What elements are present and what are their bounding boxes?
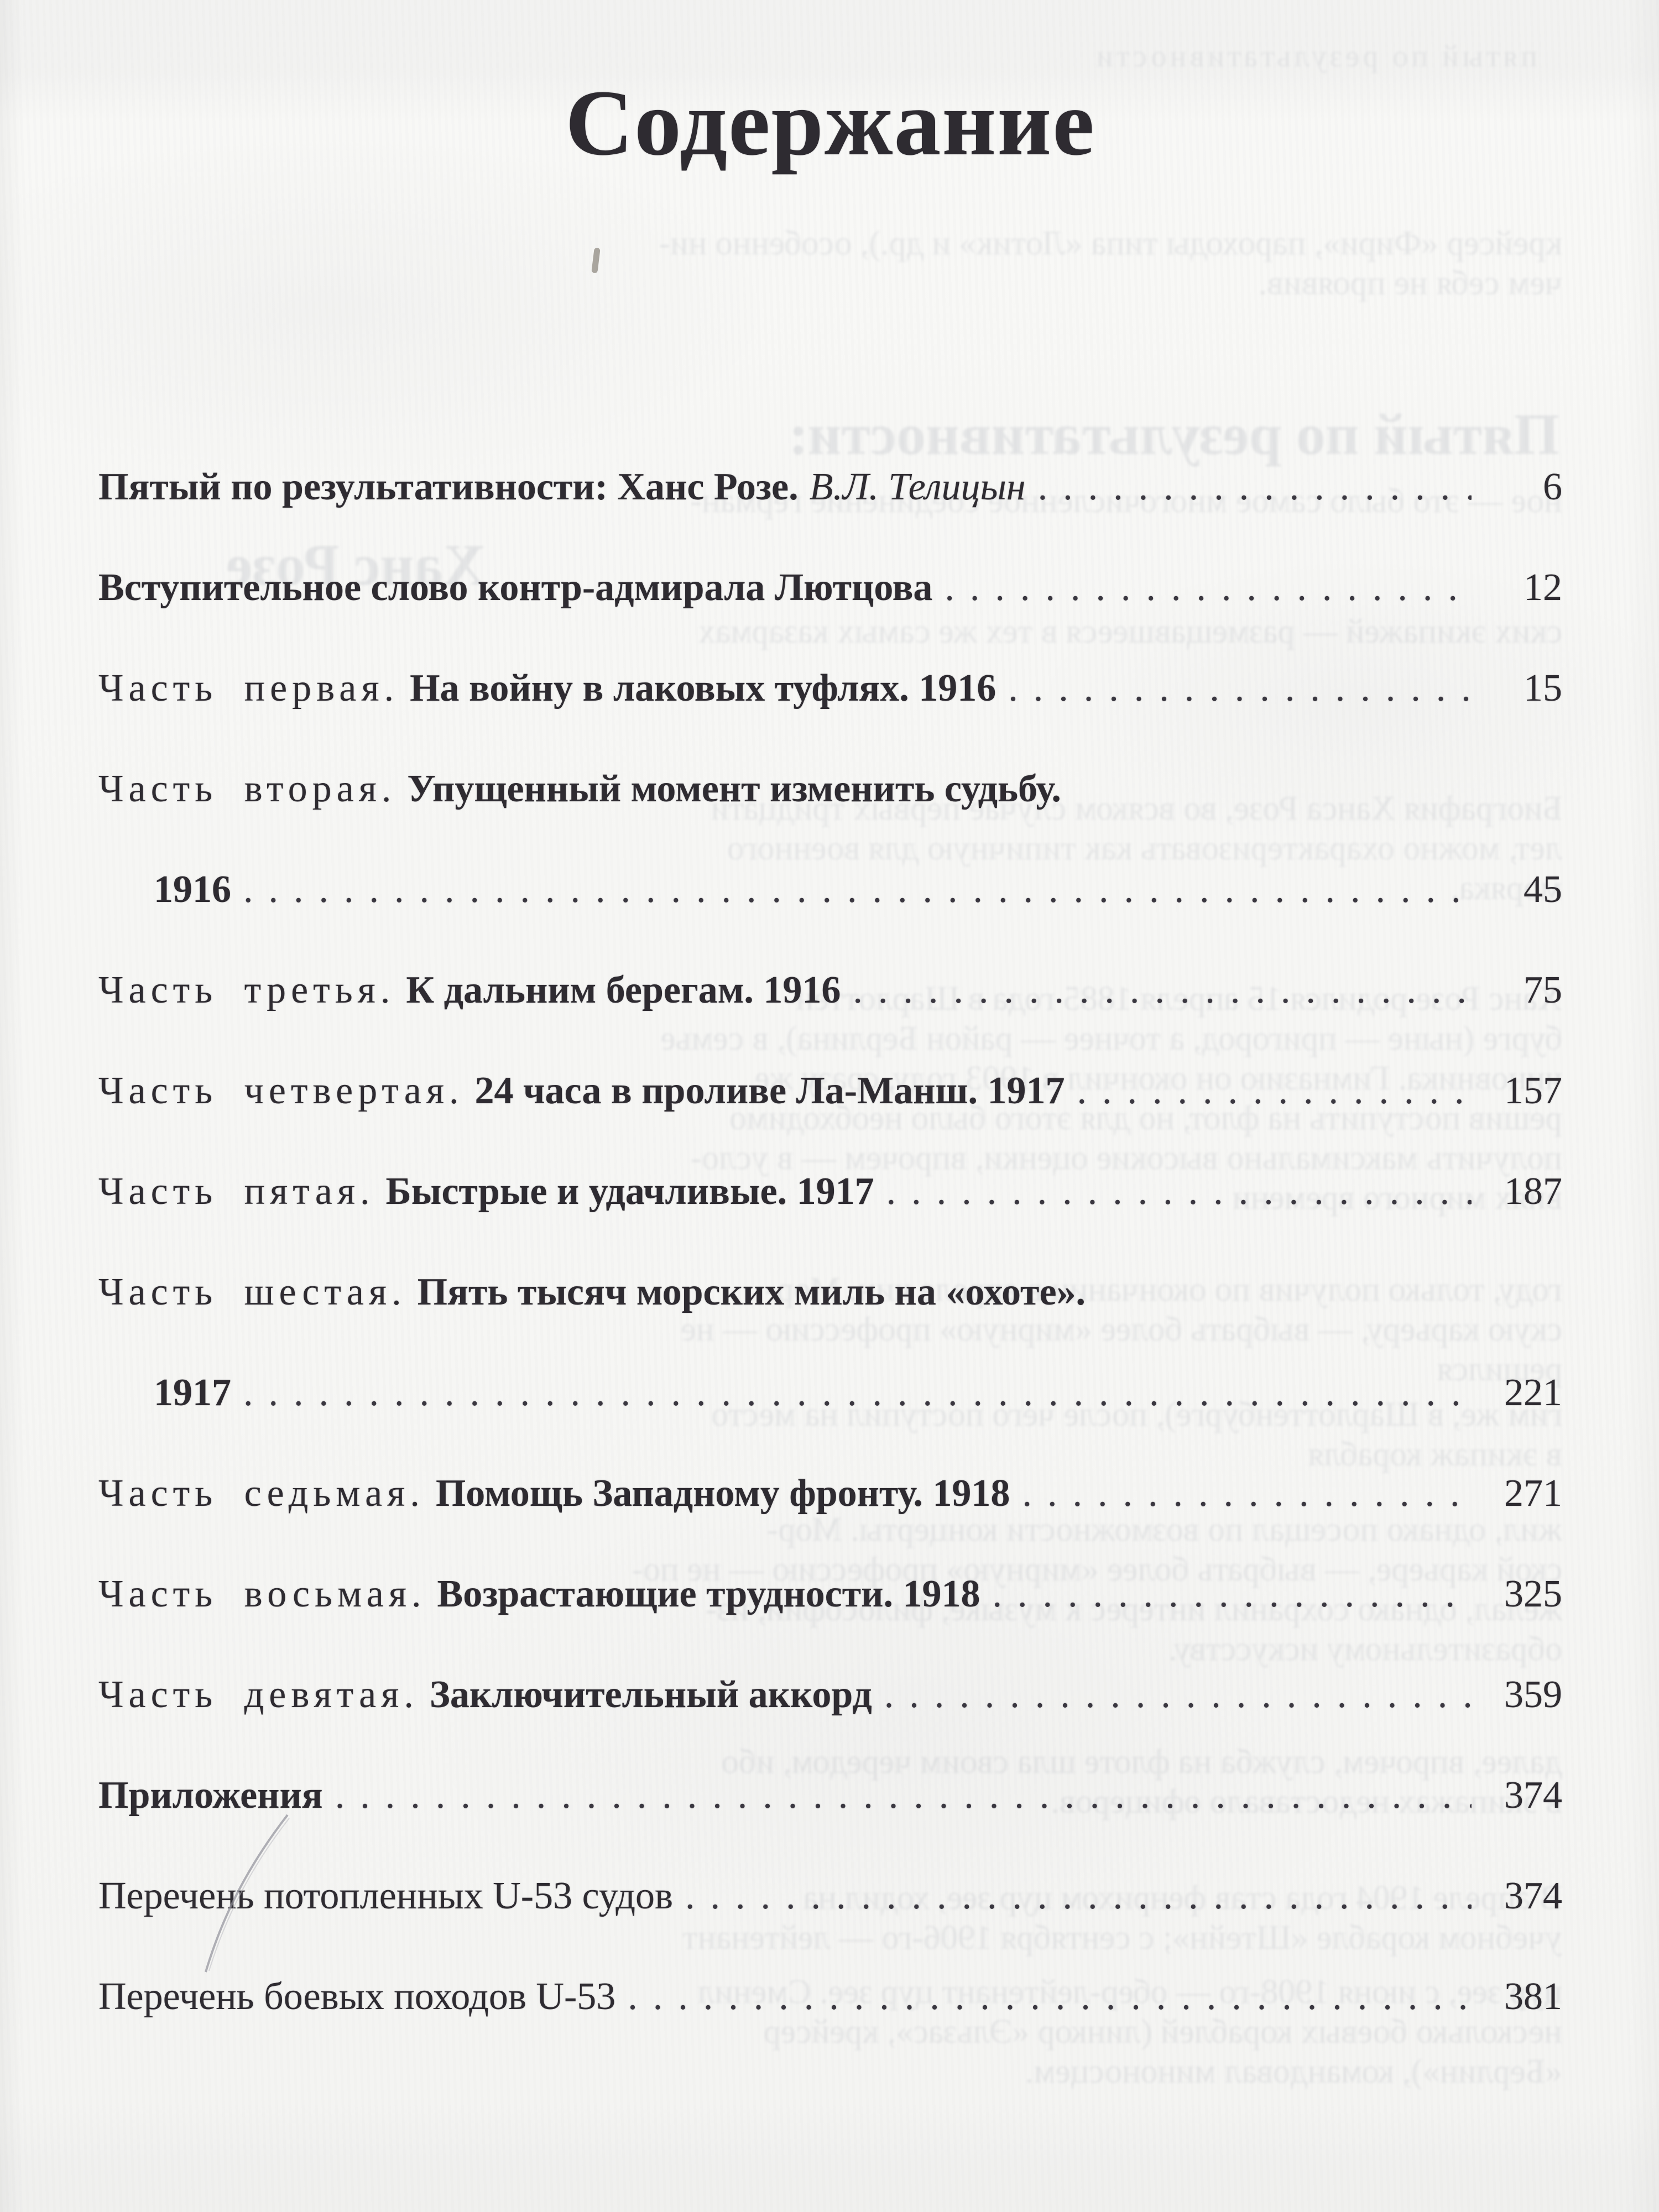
entry-page-number: 271 bbox=[1504, 1472, 1562, 1515]
entry-author: В.Л. Телицын bbox=[809, 466, 1026, 508]
entry-title: Быстрые и удачливые. 1917 bbox=[385, 1170, 874, 1213]
toc-entry: Часть пятая. Быстрые и удачливые. 1917 1… bbox=[98, 1141, 1562, 1242]
page-title: Содержание bbox=[565, 71, 1095, 175]
dot-leader bbox=[1038, 437, 1472, 538]
entry-page-number: 12 bbox=[1524, 566, 1562, 609]
entry-part-label: Часть восьмая. bbox=[98, 1573, 426, 1615]
toc-content: Содержание Пятый по результативности: Ха… bbox=[98, 0, 1562, 2047]
toc-entry: Часть вторая. Упущенный момент изменить … bbox=[98, 739, 1562, 940]
dot-leader bbox=[884, 1645, 1472, 1745]
toc-entry: Часть восьмая. Возрастающие трудности. 1… bbox=[98, 1544, 1562, 1645]
entry-title: Возрастающие трудности. 1918 bbox=[437, 1573, 980, 1615]
dot-leader bbox=[886, 1141, 1472, 1242]
toc-list: Пятый по результативности: Ханс Розе. В.… bbox=[98, 437, 1562, 2047]
dot-leader bbox=[1022, 1443, 1472, 1544]
entry-title: Помощь Западному фронту. 1918 bbox=[435, 1472, 1010, 1515]
entry-title: Пять тысяч морских миль на «охоте». bbox=[417, 1271, 1086, 1313]
entry-page-number: 45 bbox=[1524, 868, 1562, 911]
entry-part-label: Часть третья. bbox=[98, 969, 395, 1011]
dot-leader bbox=[685, 1846, 1472, 1947]
toc-entry: Часть четвертая. 24 часа в проливе Ла-Ма… bbox=[98, 1041, 1562, 1141]
entry-part-label: Часть пятая. bbox=[98, 1170, 375, 1213]
entry-page-number: 75 bbox=[1524, 969, 1562, 1011]
entry-page-number: 187 bbox=[1504, 1170, 1562, 1213]
entry-page-number: 15 bbox=[1524, 667, 1562, 709]
entry-page-number: 221 bbox=[1504, 1371, 1562, 1414]
toc-entry: Вступительное слово контр-адмирала Лютцо… bbox=[98, 538, 1562, 638]
entry-page-number: 374 bbox=[1504, 1875, 1562, 1917]
entry-part-label: Часть вторая. bbox=[98, 768, 397, 810]
toc-entry: Часть третья. К дальним берегам. 1916 75 bbox=[98, 940, 1562, 1041]
entry-title: 24 часа в проливе Ла-Манш. 1917 bbox=[474, 1070, 1065, 1112]
dot-leader bbox=[335, 1745, 1472, 1846]
dot-leader bbox=[992, 1544, 1472, 1645]
toc-entry: Приложения 374 bbox=[98, 1745, 1562, 1846]
entry-part-label: Часть шестая. bbox=[98, 1271, 406, 1313]
entry-title: Вступительное слово контр-адмирала Лютцо… bbox=[98, 566, 933, 609]
toc-entry: Пятый по результативности: Ханс Розе. В.… bbox=[98, 437, 1562, 538]
dot-leader bbox=[628, 1947, 1472, 2047]
entry-page-number: 6 bbox=[1543, 466, 1562, 508]
entry-title: Заключительный аккорд bbox=[429, 1673, 872, 1716]
toc-entry: Часть шестая. Пять тысяч морских миль на… bbox=[98, 1242, 1562, 1443]
toc-entry: Перечень боевых походов U-53 381 bbox=[98, 1947, 1562, 2047]
toc-entry: Часть первая. На войну в лаковых туфлях.… bbox=[98, 638, 1562, 739]
entry-title: Приложения bbox=[98, 1774, 323, 1817]
entry-part-label: Часть четвертая. bbox=[98, 1070, 464, 1112]
entry-page-number: 325 bbox=[1504, 1573, 1562, 1615]
entry-page-number: 381 bbox=[1504, 1975, 1562, 2018]
dot-leader bbox=[1077, 1041, 1472, 1141]
entry-page-number: 157 bbox=[1504, 1070, 1562, 1112]
dot-leader bbox=[243, 1343, 1472, 1443]
entry-title: Перечень боевых походов U-53 bbox=[98, 1975, 616, 2018]
entry-title-continuation: 1916 bbox=[154, 868, 231, 911]
scratch-mark bbox=[205, 1814, 290, 1973]
entry-part-label: Часть девятая. bbox=[98, 1673, 419, 1716]
dot-leader bbox=[945, 538, 1472, 638]
dot-leader bbox=[243, 839, 1472, 940]
entry-title: К дальним берегам. 1916 bbox=[406, 969, 841, 1011]
dot-leader bbox=[1008, 638, 1472, 739]
entry-page-number: 359 bbox=[1504, 1673, 1562, 1716]
entry-part-label: Часть седьмая. bbox=[98, 1472, 425, 1515]
entry-title-continuation: 1917 bbox=[154, 1371, 231, 1414]
entry-title: На войну в лаковых туфлях. 1916 bbox=[410, 667, 997, 709]
toc-entry: Часть девятая. Заключительный аккорд 359 bbox=[98, 1645, 1562, 1745]
entry-title: Перечень потопленных U-53 судов bbox=[98, 1875, 673, 1917]
entry-page-number: 374 bbox=[1504, 1774, 1562, 1817]
toc-entry: Часть седьмая. Помощь Западному фронту. … bbox=[98, 1443, 1562, 1544]
dot-leader bbox=[853, 940, 1472, 1041]
entry-title: Пятый по результативности: Ханс Розе. bbox=[98, 466, 799, 508]
toc-entry: Перечень потопленных U-53 судов 374 bbox=[98, 1846, 1562, 1947]
entry-title: Упущенный момент изменить судьбу. bbox=[407, 768, 1061, 810]
entry-part-label: Часть первая. bbox=[98, 667, 399, 709]
